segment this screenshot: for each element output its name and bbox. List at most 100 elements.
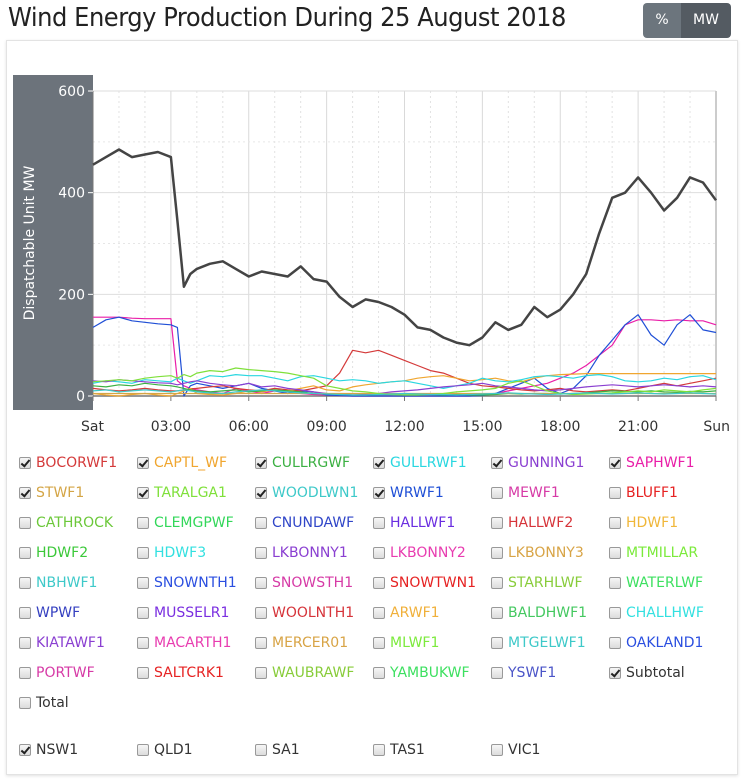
legend-item-gunning1[interactable]: GUNNING1 bbox=[491, 455, 584, 471]
legend-checkbox[interactable] bbox=[19, 517, 31, 529]
legend-checkbox[interactable] bbox=[609, 547, 621, 559]
legend-item-hdwf3[interactable]: HDWF3 bbox=[137, 545, 206, 561]
legend-checkbox[interactable] bbox=[19, 547, 31, 559]
legend-item-mtgelwf1[interactable]: MTGELWF1 bbox=[491, 635, 586, 651]
legend-checkbox[interactable] bbox=[491, 637, 503, 649]
legend-checkbox[interactable] bbox=[255, 487, 267, 499]
legend-checkbox[interactable] bbox=[373, 607, 385, 619]
legend-item-clemgpwf[interactable]: CLEMGPWF bbox=[137, 515, 234, 531]
legend-checkbox[interactable] bbox=[255, 457, 267, 469]
legend-item-musselr1[interactable]: MUSSELR1 bbox=[137, 605, 229, 621]
legend-item-waubrawf[interactable]: WAUBRAWF bbox=[255, 665, 354, 681]
legend-checkbox[interactable] bbox=[255, 667, 267, 679]
legend-checkbox[interactable] bbox=[255, 607, 267, 619]
legend-item-yambukwf[interactable]: YAMBUKWF bbox=[373, 665, 470, 681]
legend-item-mewf1[interactable]: MEWF1 bbox=[491, 485, 560, 501]
legend-item-bluff1[interactable]: BLUFF1 bbox=[609, 485, 678, 501]
legend-item-total[interactable]: Total bbox=[19, 695, 69, 711]
mw-button[interactable]: MW bbox=[681, 3, 731, 38]
legend-item-lkbonny3[interactable]: LKBONNY3 bbox=[491, 545, 584, 561]
legend-item-cullrgwf[interactable]: CULLRGWF bbox=[255, 455, 350, 471]
legend-checkbox[interactable] bbox=[373, 667, 385, 679]
legend-checkbox[interactable] bbox=[491, 517, 503, 529]
region-vic1[interactable]: VIC1 bbox=[491, 742, 540, 758]
legend-item-waterlwf[interactable]: WATERLWF bbox=[609, 575, 703, 591]
legend-checkbox[interactable] bbox=[373, 637, 385, 649]
legend-checkbox[interactable] bbox=[19, 697, 31, 709]
legend-checkbox[interactable] bbox=[255, 637, 267, 649]
legend-item-snowtwn1[interactable]: SNOWTWN1 bbox=[373, 575, 476, 591]
legend-item-hdwf1[interactable]: HDWF1 bbox=[609, 515, 678, 531]
legend-checkbox[interactable] bbox=[19, 637, 31, 649]
legend-checkbox[interactable] bbox=[137, 667, 149, 679]
legend-item-yswf1[interactable]: YSWF1 bbox=[491, 665, 556, 681]
legend-item-baldhwf1[interactable]: BALDHWF1 bbox=[491, 605, 587, 621]
region-qld1[interactable]: QLD1 bbox=[137, 742, 193, 758]
legend-item-cnundawf[interactable]: CNUNDAWF bbox=[255, 515, 354, 531]
legend-item-portwf[interactable]: PORTWF bbox=[19, 665, 95, 681]
legend-checkbox[interactable] bbox=[491, 457, 503, 469]
legend-checkbox[interactable] bbox=[255, 547, 267, 559]
legend-item-arwf1[interactable]: ARWF1 bbox=[373, 605, 440, 621]
legend-item-mlwf1[interactable]: MLWF1 bbox=[373, 635, 439, 651]
legend-checkbox[interactable] bbox=[609, 667, 621, 679]
region-checkbox[interactable] bbox=[19, 744, 31, 756]
legend-checkbox[interactable] bbox=[609, 517, 621, 529]
legend-item-mercer01[interactable]: MERCER01 bbox=[255, 635, 348, 651]
legend-checkbox[interactable] bbox=[373, 457, 385, 469]
legend-checkbox[interactable] bbox=[609, 457, 621, 469]
legend-item-subtotal[interactable]: Subtotal bbox=[609, 665, 685, 681]
legend-item-macarth1[interactable]: MACARTH1 bbox=[137, 635, 231, 651]
legend-item-starhlwf[interactable]: STARHLWF bbox=[491, 575, 583, 591]
legend-item-bocorwf1[interactable]: BOCORWF1 bbox=[19, 455, 117, 471]
legend-item-challhwf[interactable]: CHALLHWF bbox=[609, 605, 704, 621]
legend-item-hallwf2[interactable]: HALLWF2 bbox=[491, 515, 573, 531]
legend-checkbox[interactable] bbox=[137, 457, 149, 469]
legend-checkbox[interactable] bbox=[491, 547, 503, 559]
legend-item-hallwf1[interactable]: HALLWF1 bbox=[373, 515, 455, 531]
legend-item-cathrock[interactable]: CATHROCK bbox=[19, 515, 113, 531]
legend-checkbox[interactable] bbox=[255, 517, 267, 529]
legend-checkbox[interactable] bbox=[491, 577, 503, 589]
legend-checkbox[interactable] bbox=[373, 487, 385, 499]
region-checkbox[interactable] bbox=[491, 744, 503, 756]
legend-checkbox[interactable] bbox=[373, 547, 385, 559]
legend-item-wpwf[interactable]: WPWF bbox=[19, 605, 80, 621]
legend-checkbox[interactable] bbox=[19, 607, 31, 619]
legend-checkbox[interactable] bbox=[137, 577, 149, 589]
region-nsw1[interactable]: NSW1 bbox=[19, 742, 78, 758]
region-tas1[interactable]: TAS1 bbox=[373, 742, 425, 758]
legend-checkbox[interactable] bbox=[137, 607, 149, 619]
legend-checkbox[interactable] bbox=[19, 457, 31, 469]
legend-checkbox[interactable] bbox=[137, 637, 149, 649]
legend-checkbox[interactable] bbox=[137, 487, 149, 499]
legend-checkbox[interactable] bbox=[19, 667, 31, 679]
legend-item-woodlwn1[interactable]: WOODLWN1 bbox=[255, 485, 358, 501]
legend-checkbox[interactable] bbox=[19, 487, 31, 499]
legend-item-saltcrk1[interactable]: SALTCRK1 bbox=[137, 665, 224, 681]
legend-checkbox[interactable] bbox=[255, 577, 267, 589]
legend-item-saphwf1[interactable]: SAPHWF1 bbox=[609, 455, 695, 471]
legend-checkbox[interactable] bbox=[491, 607, 503, 619]
region-checkbox[interactable] bbox=[255, 744, 267, 756]
legend-checkbox[interactable] bbox=[491, 487, 503, 499]
region-sa1[interactable]: SA1 bbox=[255, 742, 300, 758]
region-checkbox[interactable] bbox=[373, 744, 385, 756]
legend-item-lkbonny2[interactable]: LKBONNY2 bbox=[373, 545, 466, 561]
legend-item-mtmillar[interactable]: MTMILLAR bbox=[609, 545, 698, 561]
legend-item-gullrwf1[interactable]: GULLRWF1 bbox=[373, 455, 467, 471]
legend-item-stwf1[interactable]: STWF1 bbox=[19, 485, 84, 501]
legend-checkbox[interactable] bbox=[609, 607, 621, 619]
legend-checkbox[interactable] bbox=[373, 577, 385, 589]
legend-checkbox[interactable] bbox=[609, 487, 621, 499]
legend-item-woolnth1[interactable]: WOOLNTH1 bbox=[255, 605, 354, 621]
region-checkbox[interactable] bbox=[137, 744, 149, 756]
legend-checkbox[interactable] bbox=[137, 517, 149, 529]
legend-item-captl-wf[interactable]: CAPTL_WF bbox=[137, 455, 227, 471]
legend-checkbox[interactable] bbox=[19, 577, 31, 589]
legend-item-kiatawf1[interactable]: KIATAWF1 bbox=[19, 635, 105, 651]
legend-item-taralga1[interactable]: TARALGA1 bbox=[137, 485, 227, 501]
legend-item-nbhwf1[interactable]: NBHWF1 bbox=[19, 575, 97, 591]
legend-item-wrwf1[interactable]: WRWF1 bbox=[373, 485, 444, 501]
percent-button[interactable]: % bbox=[643, 3, 681, 38]
